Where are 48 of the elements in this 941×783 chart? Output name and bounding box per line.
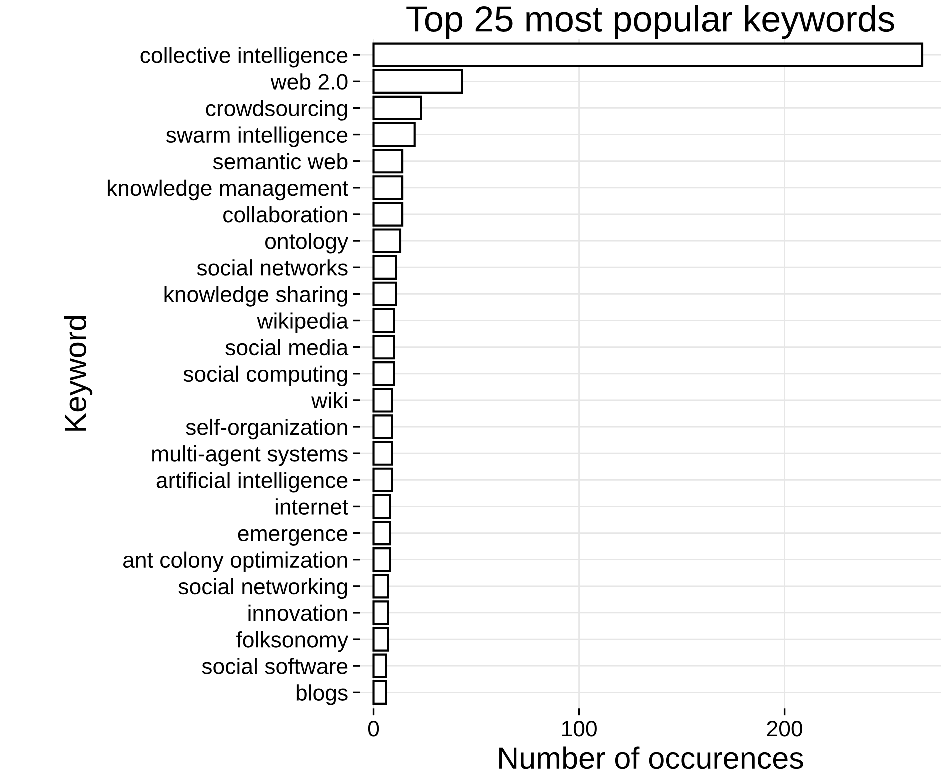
y-tick-label: wiki: [312, 392, 348, 408]
y-tick-label: web 2.0: [270, 74, 348, 90]
chart-title: Top 25 most popular keywords: [406, 5, 894, 40]
y-axis-title: Keyword: [64, 316, 93, 431]
y-tick-label: social media: [226, 339, 349, 356]
y-tick-label: emergence: [238, 529, 348, 546]
bar: [372, 680, 388, 706]
y-tick-label: social networking: [178, 578, 348, 600]
y-tick-label: knowledge sharing: [164, 286, 348, 307]
y-tick-label: social networks: [197, 260, 348, 276]
y-tick-label: swarm intelligence: [166, 126, 348, 148]
x-tick-label: 100: [562, 721, 597, 737]
bar: [372, 96, 422, 121]
bar: [372, 494, 392, 520]
y-tick-label: semantic web: [213, 153, 348, 170]
bar: [372, 122, 416, 148]
y-tick-label: multi-agent systems: [152, 446, 348, 466]
y-tick-label: crowdsourcing: [206, 100, 348, 121]
y-tick-label: collaboration: [224, 206, 348, 223]
bar: [372, 362, 396, 386]
y-tick-label: social software: [202, 658, 348, 674]
bar: [372, 574, 390, 599]
bar: [372, 149, 404, 174]
y-tick-label: artificial intelligence: [156, 472, 348, 493]
bar: [372, 42, 924, 68]
bar: [372, 520, 392, 546]
y-tick-label: social computing: [184, 366, 348, 387]
y-tick-label: ant colony optimization: [124, 552, 348, 573]
bar: [372, 69, 464, 94]
y-tick-label: blogs: [296, 684, 348, 706]
y-tick-label: ontology: [266, 233, 349, 254]
y-tick-label: innovation: [248, 604, 348, 622]
x-tick-label: 0: [368, 721, 380, 737]
bar: [372, 548, 392, 572]
y-tick-label: wikipedia: [257, 312, 349, 334]
bar: [372, 654, 388, 678]
x-axis-title: Number of occurences: [500, 746, 804, 770]
bar: [372, 282, 398, 307]
y-tick-label: collective intelligence: [140, 47, 348, 68]
bar: [372, 308, 396, 334]
y-tick-label: knowledge management: [108, 180, 348, 201]
bar: [372, 468, 394, 492]
x-tick-label: 200: [767, 721, 802, 737]
y-tick-label: self-organization: [186, 418, 348, 440]
bar: [372, 255, 398, 280]
bar: [372, 334, 396, 360]
y-tick-label: folksonomy: [236, 631, 349, 652]
y-tick-label: internet: [276, 498, 348, 515]
